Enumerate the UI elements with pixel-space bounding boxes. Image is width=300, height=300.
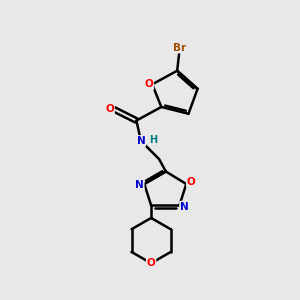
Text: O: O bbox=[147, 258, 155, 268]
Text: Br: Br bbox=[173, 43, 186, 52]
Text: O: O bbox=[145, 79, 153, 89]
Text: N: N bbox=[136, 136, 145, 146]
Text: N: N bbox=[180, 202, 189, 212]
Text: H: H bbox=[149, 135, 158, 145]
Text: N: N bbox=[135, 180, 144, 190]
Text: O: O bbox=[105, 104, 114, 114]
Text: O: O bbox=[187, 177, 196, 187]
